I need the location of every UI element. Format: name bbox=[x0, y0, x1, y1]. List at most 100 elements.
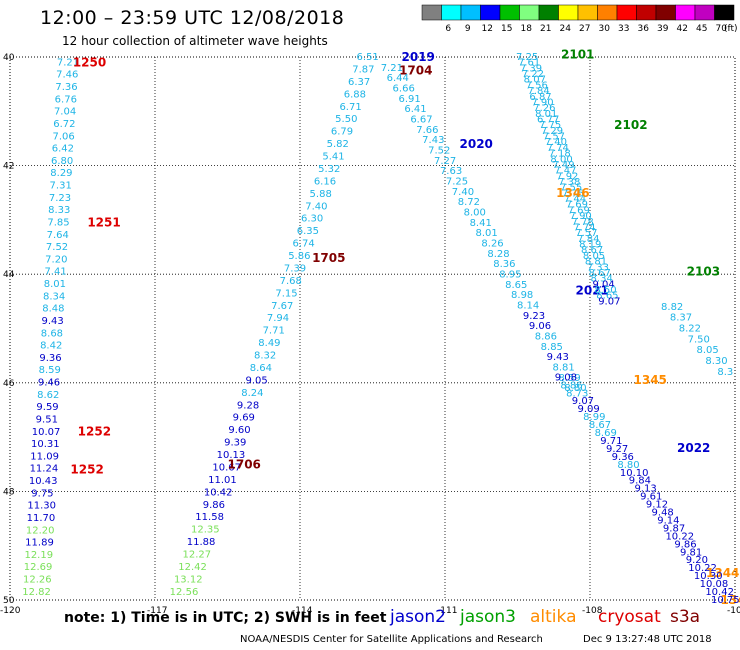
wave-height-value: 6.42 bbox=[52, 144, 74, 155]
wave-height-value: 9.06 bbox=[529, 321, 551, 332]
wave-height-value: 8.85 bbox=[541, 342, 563, 353]
wave-height-value: 12.35 bbox=[191, 525, 220, 536]
pass-time-label: 1705 bbox=[312, 251, 345, 265]
wave-height-value: 8.72 bbox=[458, 197, 480, 208]
wave-height-value: 9.28 bbox=[237, 400, 259, 411]
wave-height-value: 8.28 bbox=[487, 249, 509, 260]
wave-height-value: 8.95 bbox=[499, 270, 521, 281]
wave-height-value: 9.71 bbox=[600, 436, 622, 447]
wave-height-value: 8.34 bbox=[43, 291, 65, 302]
wave-height-value: 7.84 bbox=[527, 86, 549, 97]
wave-height-value: 8.01 bbox=[475, 228, 497, 239]
wave-height-value: 8.69 bbox=[595, 428, 617, 439]
wave-height-value: 11.70 bbox=[27, 513, 56, 524]
colorbar-swatch bbox=[480, 4, 501, 21]
wave-height-value: 8.30 bbox=[705, 356, 727, 367]
wave-height-value: 7.90 bbox=[570, 211, 592, 222]
wave-height-value: 7.26 bbox=[533, 103, 555, 114]
colorbar-swatch bbox=[460, 4, 481, 21]
wave-height-value: 8.24 bbox=[241, 388, 263, 399]
wave-height-value: 7.52 bbox=[46, 242, 68, 253]
colorbar-swatch bbox=[499, 4, 520, 21]
wave-height-value: 6.67 bbox=[410, 115, 432, 126]
wave-height-value: 10.22 bbox=[688, 563, 717, 574]
axis-labels: -120 -117 -114 -111 -108 -105 40 42 44 46 48 50 bbox=[0, 53, 740, 616]
color-scale-bar: 6 9 12 15 18 21 24 27 30 33 36 39 42 45 70(ft) bbox=[421, 4, 738, 34]
legend-jason3: jason3 bbox=[460, 607, 516, 627]
wave-height-value: 7.15 bbox=[275, 288, 297, 299]
wave-height-value: 7.39 bbox=[520, 63, 542, 74]
wave-height-value: 9.46 bbox=[38, 378, 60, 389]
pass-time-label: 1706 bbox=[228, 457, 261, 471]
wave-height-value: 6.71 bbox=[339, 102, 361, 113]
wave-height-value: 7.21 bbox=[381, 63, 403, 74]
wave-height-value: 11.30 bbox=[27, 501, 56, 512]
wave-height-value: 7.90 bbox=[531, 97, 553, 108]
wave-height-value: 9.48 bbox=[652, 508, 674, 519]
wave-height-value: 7.40 bbox=[545, 137, 567, 148]
wave-height-value: 10.31 bbox=[31, 439, 60, 450]
wave-height-value: 10.42 bbox=[204, 487, 233, 498]
wave-height-value: 10.08 bbox=[700, 579, 729, 590]
wave-height-value: 5.41 bbox=[322, 152, 344, 163]
wave-height-value: 8.64 bbox=[250, 363, 272, 374]
colorbar-label: 30 bbox=[599, 24, 611, 34]
wave-height-value: 7.74 bbox=[573, 222, 595, 233]
wave-height-value: 11.58 bbox=[195, 512, 224, 523]
wave-height-value: 7.56 bbox=[526, 80, 548, 91]
wave-height-value: 6.72 bbox=[53, 119, 75, 130]
wave-height-value: 6.74 bbox=[292, 239, 314, 250]
wave-height-value: 6.41 bbox=[404, 104, 426, 115]
lon-tick-label: -117 bbox=[147, 606, 167, 616]
lat-tick-label: 50 bbox=[3, 596, 15, 606]
colorbar-swatch bbox=[597, 4, 618, 21]
wave-height-value: 9.81 bbox=[680, 547, 702, 558]
wave-height-value: 7.74 bbox=[547, 143, 569, 154]
colorbar-unit: (ft) bbox=[724, 24, 738, 34]
wave-height-value: 8.59 bbox=[39, 365, 61, 376]
lon-tick-label: -120 bbox=[0, 606, 21, 616]
wave-height-value: 8.86 bbox=[560, 380, 582, 391]
lat-lon-grid bbox=[9, 56, 736, 601]
wave-height-value: 7.67 bbox=[271, 301, 293, 312]
wave-height-value: 7.85 bbox=[47, 217, 69, 228]
wave-height-value: 9.86 bbox=[674, 539, 696, 550]
wave-height-value: 12.26 bbox=[23, 575, 52, 586]
wave-height-value: 7.43 bbox=[422, 135, 444, 146]
wave-height-value: 7.23 bbox=[49, 193, 71, 204]
wave-height-value: 8.67 bbox=[589, 420, 611, 431]
wave-height-value: 7.75 bbox=[539, 120, 561, 131]
map-note: note: 1) Time is in UTC; 2) SWH is in fe… bbox=[64, 610, 387, 626]
legend-cryosat: cryosat bbox=[598, 607, 661, 627]
wave-height-value: 9.08 bbox=[555, 372, 577, 383]
wave-height-value: 9.13 bbox=[634, 484, 656, 495]
wave-height-value: 11.88 bbox=[187, 537, 216, 548]
wave-height-value: 11.89 bbox=[25, 538, 54, 549]
colorbar-swatch bbox=[558, 4, 579, 21]
wave-height-value: 8.59 bbox=[558, 373, 580, 384]
wave-height-value: 8.01 bbox=[535, 109, 557, 120]
wave-height-value: 8.37 bbox=[670, 313, 692, 324]
wave-height-value: 8.65 bbox=[596, 291, 618, 302]
pass-time-label: 1343 bbox=[721, 593, 740, 607]
colorbar-swatch bbox=[421, 4, 442, 21]
wave-height-value: 8.80 bbox=[564, 383, 586, 394]
wave-height-value: 6.77 bbox=[537, 115, 559, 126]
wave-height-value: 7.57 bbox=[575, 228, 597, 239]
wave-height-value: 7.64 bbox=[47, 230, 69, 241]
wave-height-value: 13.12 bbox=[174, 574, 203, 585]
wave-height-value: 7.40 bbox=[305, 201, 327, 212]
wave-height-value: 7.57 bbox=[543, 132, 565, 143]
lon-tick-label: -105 bbox=[727, 606, 740, 616]
wave-height-value: 8.67 bbox=[589, 268, 611, 279]
legend-altika: altika bbox=[530, 607, 577, 627]
colorbar-label: 45 bbox=[696, 24, 707, 34]
pass-time-label: 2019 bbox=[402, 50, 435, 64]
wave-height-value: 9.87 bbox=[663, 523, 685, 534]
wave-height-value: 9.43 bbox=[42, 316, 64, 327]
colorbar-label: 24 bbox=[560, 24, 572, 34]
wave-height-value: 9.39 bbox=[224, 438, 246, 449]
wave-height-value: 7.46 bbox=[56, 70, 78, 81]
legend-jason2: jason2 bbox=[390, 607, 446, 627]
wave-height-value: 9.12 bbox=[646, 500, 668, 511]
